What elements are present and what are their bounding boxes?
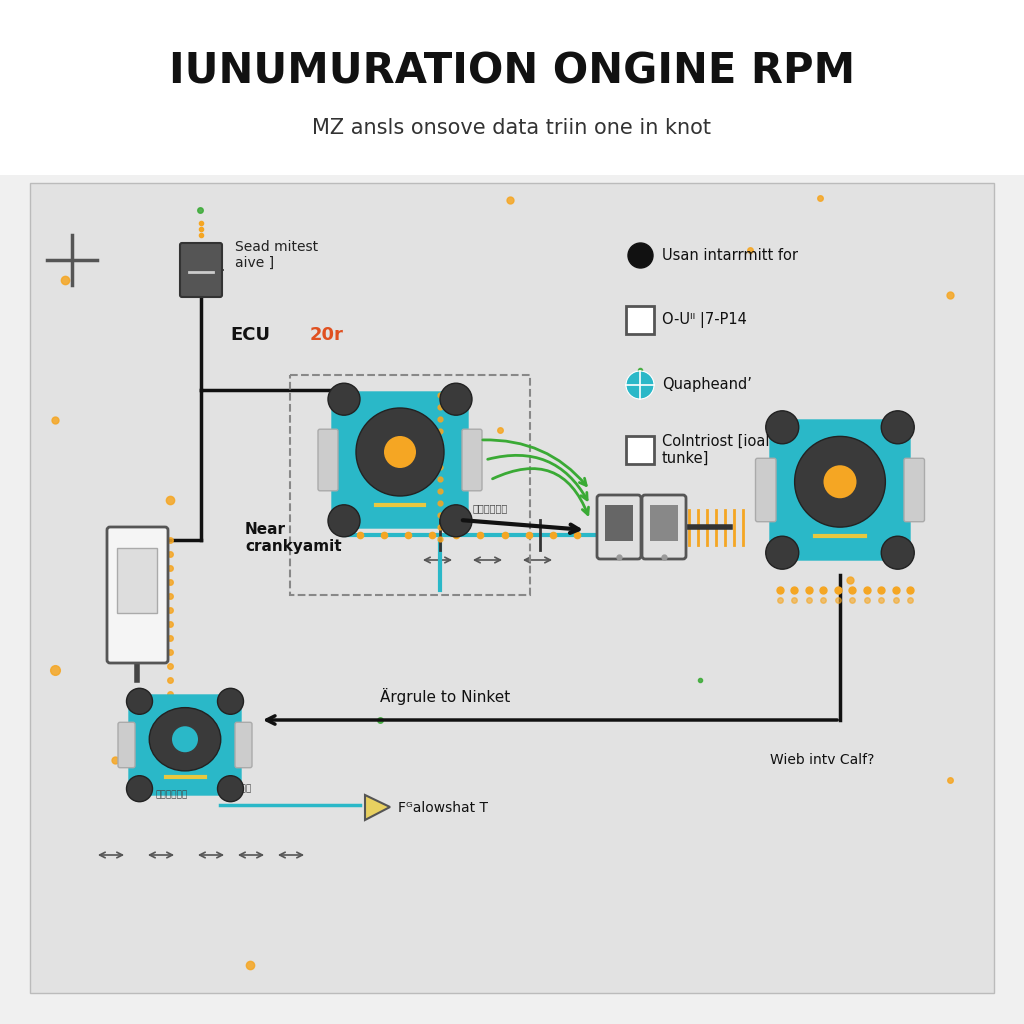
FancyBboxPatch shape bbox=[756, 459, 776, 521]
FancyArrowPatch shape bbox=[266, 716, 838, 724]
Text: Sead mitest
aive ]: Sead mitest aive ] bbox=[234, 240, 318, 270]
FancyBboxPatch shape bbox=[180, 243, 222, 297]
Circle shape bbox=[328, 383, 360, 415]
Bar bbox=[117, 548, 157, 613]
FancyArrowPatch shape bbox=[493, 469, 589, 514]
Text: 近似大幅脉冲: 近似大幅脉冲 bbox=[155, 790, 187, 799]
Bar bbox=[626, 436, 654, 464]
Ellipse shape bbox=[150, 708, 221, 771]
Ellipse shape bbox=[795, 436, 886, 527]
FancyArrowPatch shape bbox=[463, 520, 579, 532]
Bar bbox=[626, 306, 654, 334]
Text: Colntriost [ioal
tunke]: Colntriost [ioal tunke] bbox=[662, 434, 769, 466]
Text: ECU: ECU bbox=[230, 326, 270, 344]
FancyBboxPatch shape bbox=[318, 429, 338, 490]
Bar bbox=[650, 505, 678, 541]
Circle shape bbox=[882, 411, 914, 443]
FancyBboxPatch shape bbox=[118, 722, 135, 768]
Circle shape bbox=[823, 465, 856, 499]
Text: Near
crankyamit: Near crankyamit bbox=[245, 522, 342, 554]
Circle shape bbox=[384, 436, 416, 468]
Circle shape bbox=[328, 505, 360, 537]
FancyBboxPatch shape bbox=[904, 459, 925, 521]
Text: O-Uᴵᴵ |7-P14: O-Uᴵᴵ |7-P14 bbox=[662, 312, 746, 328]
Bar bbox=[0, 0, 1024, 175]
Circle shape bbox=[217, 688, 244, 715]
FancyArrowPatch shape bbox=[487, 456, 587, 500]
FancyBboxPatch shape bbox=[129, 695, 241, 795]
Text: Usan intarrmitt for: Usan intarrmitt for bbox=[662, 248, 798, 262]
Text: MZ ansls onsove data triin one in knot: MZ ansls onsove data triin one in knot bbox=[312, 118, 712, 138]
Circle shape bbox=[217, 776, 244, 802]
Circle shape bbox=[766, 411, 799, 443]
Text: IUNUMURATION ONGINE RPM: IUNUMURATION ONGINE RPM bbox=[169, 51, 855, 93]
FancyBboxPatch shape bbox=[106, 527, 168, 663]
Circle shape bbox=[172, 726, 198, 753]
Circle shape bbox=[127, 688, 153, 715]
Circle shape bbox=[440, 505, 472, 537]
FancyBboxPatch shape bbox=[462, 429, 482, 490]
Bar bbox=[30, 183, 994, 993]
Text: 近似大幅脉冲: 近似大幅脉冲 bbox=[220, 784, 252, 793]
Text: Fᴳalowshat T: Fᴳalowshat T bbox=[398, 801, 488, 815]
Text: Wieb intv Calf?: Wieb intv Calf? bbox=[770, 753, 874, 767]
Circle shape bbox=[440, 383, 472, 415]
Circle shape bbox=[882, 537, 914, 569]
FancyBboxPatch shape bbox=[234, 722, 252, 768]
Text: 20r: 20r bbox=[310, 326, 344, 344]
FancyBboxPatch shape bbox=[770, 420, 910, 560]
Bar bbox=[605, 505, 633, 541]
Polygon shape bbox=[365, 795, 390, 820]
Text: Ärgrule to Ninket: Ärgrule to Ninket bbox=[380, 688, 510, 705]
FancyArrowPatch shape bbox=[482, 440, 586, 485]
Text: 近似大幅脉冲: 近似大幅脉冲 bbox=[472, 503, 508, 513]
Ellipse shape bbox=[356, 408, 444, 496]
Circle shape bbox=[626, 371, 654, 399]
Circle shape bbox=[766, 537, 799, 569]
FancyBboxPatch shape bbox=[332, 392, 468, 528]
Circle shape bbox=[127, 776, 153, 802]
FancyBboxPatch shape bbox=[597, 495, 641, 559]
FancyBboxPatch shape bbox=[642, 495, 686, 559]
Text: Quapheandʼ: Quapheandʼ bbox=[662, 378, 752, 392]
